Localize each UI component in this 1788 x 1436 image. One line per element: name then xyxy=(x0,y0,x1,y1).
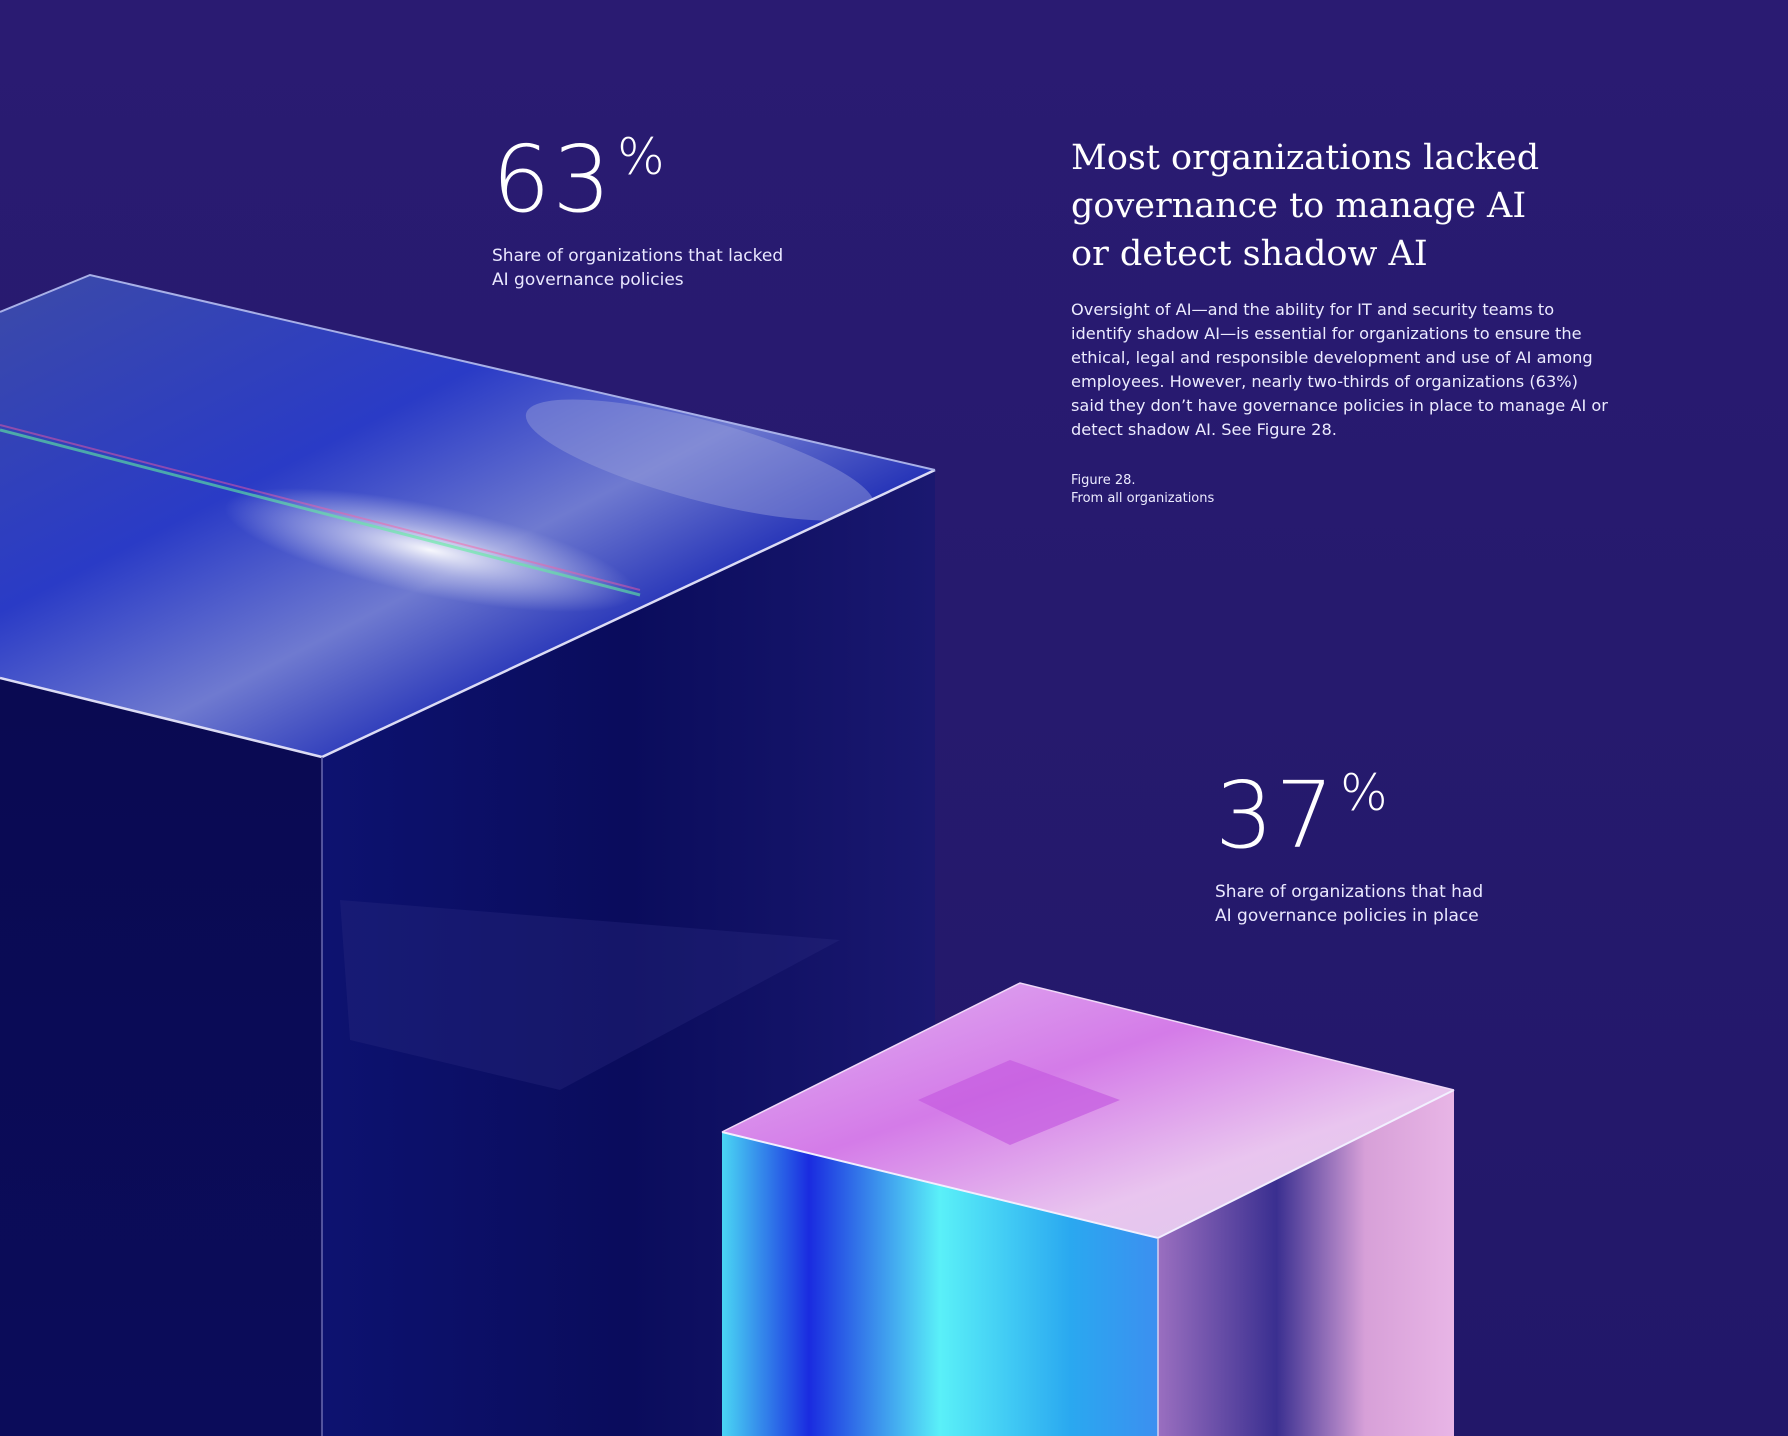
stat-lacked-governance: 63 % Share of organizations that lacked … xyxy=(492,126,792,292)
stat-value-number: 37 xyxy=(1215,762,1337,869)
body-paragraph: Oversight of AI—and the ability for IT a… xyxy=(1071,300,1608,439)
caption-line: AI governance policies in place xyxy=(1215,906,1479,926)
percent-sign: % xyxy=(1340,764,1390,822)
stat-caption: Share of organizations that lacked AI go… xyxy=(492,244,792,292)
article: Most organizations lacked governance to … xyxy=(1071,134,1611,508)
large-block-63 xyxy=(0,273,936,1436)
small-block-37 xyxy=(721,982,1455,1436)
caption-line: AI governance policies xyxy=(492,270,684,290)
headline: Most organizations lacked governance to … xyxy=(1071,138,1540,274)
stat-value: 37 % xyxy=(1215,762,1515,869)
stat-had-governance: 37 % Share of organizations that had AI … xyxy=(1215,762,1515,928)
percent-sign: % xyxy=(617,128,667,186)
caption-line: Share of organizations that had xyxy=(1215,882,1484,902)
stat-value-number: 63 xyxy=(492,126,614,233)
stat-caption: Share of organizations that had AI gover… xyxy=(1215,880,1515,928)
stat-value: 63 % xyxy=(492,126,792,233)
caption-line: Share of organizations that lacked xyxy=(492,246,784,266)
figure-label: Figure 28. From all organizations xyxy=(1071,472,1611,508)
figure-number: Figure 28. xyxy=(1071,473,1136,488)
figure-source: From all organizations xyxy=(1071,491,1215,506)
